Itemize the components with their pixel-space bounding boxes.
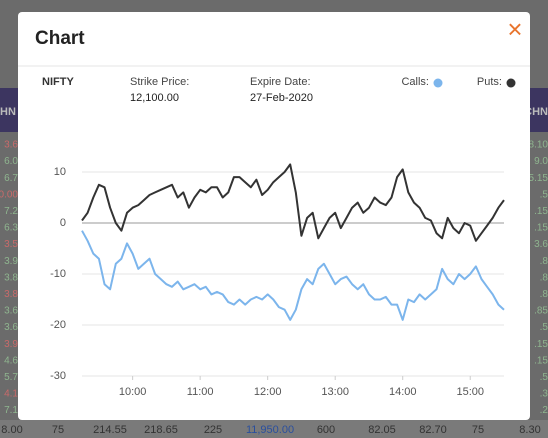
y-tick-label: -30 [50,370,66,382]
bg-cell: 8.30 [519,424,540,436]
bg-cell: 0.00 [0,189,18,200]
series-line [81,230,505,321]
legend-label: Puts: [477,76,502,88]
bg-cell: 5.15 [529,173,548,184]
bg-cell: 82.70 [419,424,447,436]
bg-cell: .85 [534,306,548,317]
x-tick-label: 13:00 [321,386,349,398]
modal-title: Chart [35,28,85,49]
bg-header: HN [0,106,16,118]
bg-cell: 6.0 [4,156,18,167]
bg-cell: 214.55 [93,424,127,436]
expiry-label: Expire Date: [250,76,311,88]
bg-cell: 7.1 [4,405,18,416]
symbol: NIFTY [42,76,74,88]
bg-cell: 3.8 [4,272,18,283]
bg-cell: .5 [540,189,548,200]
strike-value: 12,100.00 [130,92,179,104]
bg-cell: .8 [540,256,548,267]
bg-cell: .15 [534,339,548,350]
bg-cell: 6.3 [4,223,18,234]
y-tick-label: 0 [60,217,66,229]
bg-cell: 3.8 [4,289,18,300]
modal [18,12,530,420]
expiry-value: 27-Feb-2020 [250,92,313,104]
x-tick-label: 10:00 [119,386,147,398]
bg-cell: 3.6 [4,322,18,333]
bg-cell: .3 [540,389,548,400]
bg-cell: 9.0 [534,156,548,167]
bg-cell: 11,950.00 [246,424,294,436]
bg-cell: .15 [534,355,548,366]
bg-cell: 600 [317,424,335,436]
y-tick-label: 10 [54,166,66,178]
bg-cell: 218.65 [144,424,178,436]
bg-cell: .5 [540,322,548,333]
bg-cell: 75 [472,424,484,436]
bg-cell: .5 [540,372,548,383]
legend-marker [506,78,516,88]
bg-cell: .8 [540,289,548,300]
x-tick-label: 15:00 [456,386,484,398]
bg-cell: .15 [534,206,548,217]
bg-cell: 75 [52,424,64,436]
bg-header: CHN [524,106,548,118]
bg-cell: 7.2 [4,206,18,217]
x-tick-label: 11:00 [187,386,214,398]
y-tick-label: -20 [50,319,66,331]
x-tick-label: 14:00 [389,386,417,398]
bg-cell: .15 [534,223,548,234]
bg-cell: 3.6 [534,239,548,250]
close-button[interactable]: × [507,14,522,44]
strike-label: Strike Price: [130,76,189,88]
bg-cell: .2 [540,405,548,416]
bg-cell: 82.05 [368,424,396,436]
bg-cell: 225 [204,424,222,436]
bg-cell: 6.7 [4,173,18,184]
bg-cell: 8.10 [529,140,548,151]
x-tick-label: 12:00 [254,386,282,398]
bg-cell: 3.9 [4,256,18,267]
bg-cell: 5.7 [4,372,18,383]
bg-cell: 4.1 [4,389,18,400]
bg-cell: .8 [540,272,548,283]
y-tick-label: -10 [50,268,66,280]
bg-cell: 3.6 [4,140,18,151]
bg-cell: 4.6 [4,355,18,366]
series-line [81,163,505,242]
bg-cell: 8.00 [1,424,22,436]
table-bottom-row [0,420,548,438]
legend-label: Calls: [401,76,429,88]
bg-cell: 3.9 [4,339,18,350]
bg-cell: 3.6 [4,306,18,317]
legend-marker [433,78,443,88]
bg-cell: 3.5 [4,239,18,250]
